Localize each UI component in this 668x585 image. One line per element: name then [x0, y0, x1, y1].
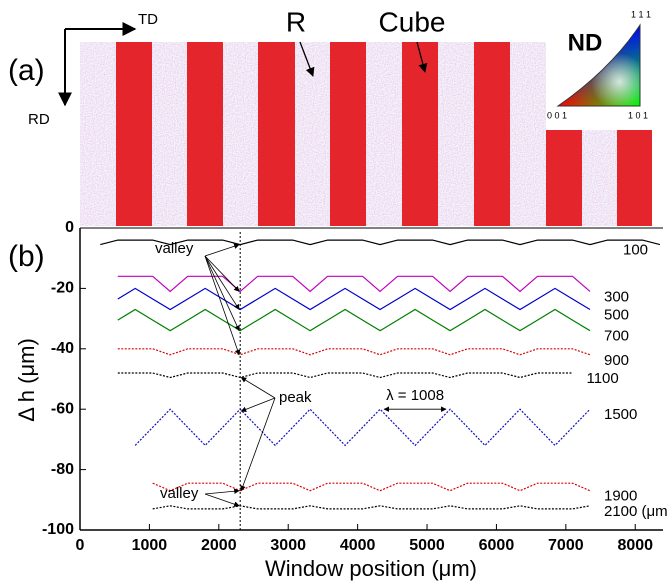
x-tick-label: 7000: [548, 537, 584, 554]
x-tick-label: 1000: [132, 537, 168, 554]
series-label: 300: [604, 288, 629, 305]
y-axis-title: Δ h (μm): [14, 338, 39, 422]
annotation: valley: [160, 485, 199, 502]
profile-line: [118, 276, 590, 291]
annotation-arrow: [241, 377, 275, 398]
annotation-arrow: [205, 494, 239, 506]
direction-label: TD: [138, 11, 158, 28]
x-tick-label: 4000: [340, 537, 376, 554]
cube-band: [474, 42, 510, 226]
x-tick-label: 3000: [270, 537, 306, 554]
x-tick-label: 5000: [409, 537, 445, 554]
ipf-key: ND 1 1 1 0 0 1 1 0 1: [547, 9, 651, 120]
cube-band: [187, 42, 223, 226]
annotation: valley: [155, 240, 194, 257]
pole-label: 1 0 1: [628, 110, 648, 120]
profile-line: [118, 373, 573, 378]
annotation: Cube: [379, 6, 446, 37]
y-tick-label: -60: [51, 400, 74, 417]
profile-line: [118, 310, 590, 331]
annotation-arrow: [241, 398, 275, 491]
x-tick-label: 8000: [617, 537, 653, 554]
cube-band: [546, 130, 582, 226]
y-tick-label: -20: [51, 280, 74, 297]
series-label: 700: [604, 328, 629, 345]
cube-band: [402, 42, 438, 226]
y-tick-label: -40: [51, 340, 74, 357]
series-label: 1100: [586, 370, 618, 387]
y-tick-label: 0: [65, 219, 74, 236]
direction-label: RD: [28, 111, 50, 128]
cube-band: [116, 42, 152, 226]
x-tick-label: 0: [76, 537, 85, 554]
orientation-map: ND 1 1 1 0 0 1 1 0 1 (a) TD RD R Cube: [8, 6, 652, 226]
annotation-arrow: [241, 398, 275, 411]
ipf-title: ND: [568, 29, 603, 56]
x-tick-label: 6000: [479, 537, 515, 554]
cube-band: [617, 130, 652, 226]
series-label: 100: [623, 242, 648, 259]
panel-label: (a): [8, 54, 45, 87]
cube-band: [330, 42, 366, 226]
annotation: λ = 1008: [386, 387, 444, 404]
pole-label: 0 0 1: [547, 110, 567, 120]
profile-line: [153, 483, 590, 491]
series-label: 900: [604, 352, 629, 369]
cube-band: [258, 42, 295, 226]
profile-line: [153, 506, 590, 509]
annotation-arrow: [205, 256, 239, 310]
annotation-arrow: [205, 245, 239, 256]
pole-label: 1 1 1: [631, 9, 651, 19]
figure: ND 1 1 1 0 0 1 1 0 1 (a) TD RD R Cube (b…: [0, 0, 668, 585]
profile-chart: (b) Window position (μm) Δ h (μm) 0 -20 -4…: [8, 219, 668, 581]
y-tick-label: -80: [51, 461, 74, 478]
profile-line: [118, 349, 590, 355]
annotation: peak: [279, 389, 312, 406]
x-axis-title: Window position (μm): [265, 556, 477, 581]
panel-label: (b): [8, 240, 45, 273]
profile-line: [118, 288, 590, 309]
x-tick-label: 2000: [201, 537, 237, 554]
series-label: 2100 (μm): [604, 503, 668, 520]
series-label: 500: [604, 307, 629, 324]
y-tick-label: -100: [42, 521, 74, 538]
profile-line: [135, 409, 590, 445]
annotation: R: [286, 6, 306, 37]
series-label: 1500: [604, 406, 637, 423]
annotation-arrow: [205, 491, 239, 494]
annotation-arrow: [205, 256, 239, 291]
